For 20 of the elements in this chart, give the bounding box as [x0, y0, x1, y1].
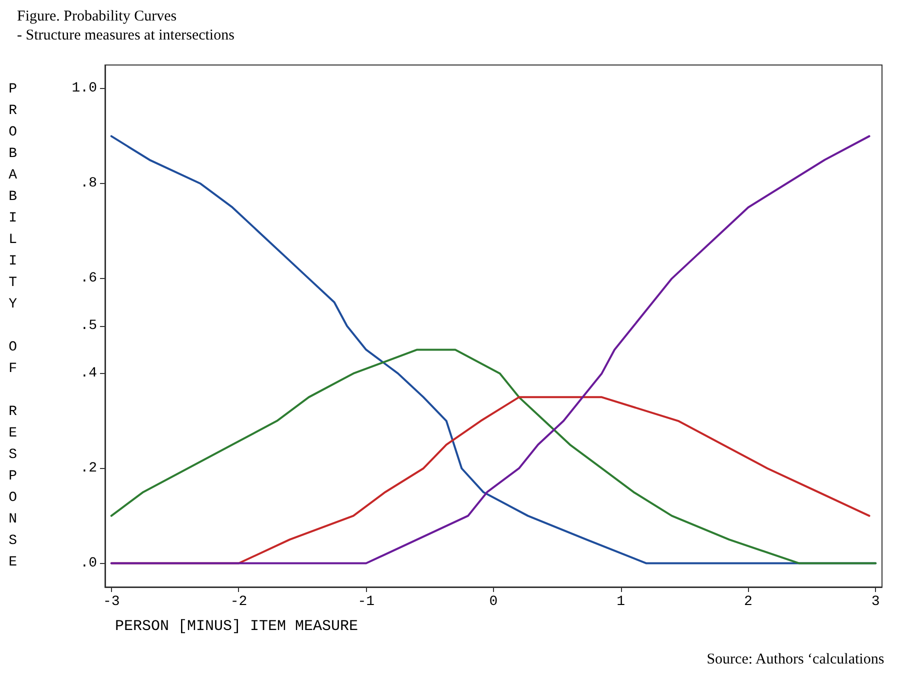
y-tick-label: .2	[80, 460, 97, 476]
x-tick-label: 2	[744, 594, 752, 610]
x-tick-label: -3	[102, 594, 120, 610]
chart-subtitle: - Structure measures at intersections	[17, 28, 235, 44]
y-tick-label: .6	[80, 270, 97, 287]
text: PROBABILITY OF RESPONSE	[8, 82, 17, 570]
x-axis-title: PERSON [MINUS] ITEM MEASURE	[115, 618, 358, 635]
source-note: Source: Authors ‘calculations	[706, 652, 884, 668]
y-tick-label: 1.0	[72, 80, 97, 97]
y-tick-label: .0	[80, 555, 97, 572]
x-tick-label: -1	[358, 594, 375, 610]
line-series	[110, 348, 877, 564]
chart-title: Figure. Probability Curves	[17, 8, 177, 24]
x-tick-label: 0	[489, 594, 498, 610]
x-tick-label: -2	[230, 594, 248, 610]
x-tick-label: 1	[616, 594, 626, 610]
y-tick-label: .5	[80, 318, 97, 334]
x-tick-label: 3	[871, 594, 880, 610]
y-tick-label: .8	[80, 176, 97, 192]
y-tick-label: .4	[80, 365, 97, 382]
